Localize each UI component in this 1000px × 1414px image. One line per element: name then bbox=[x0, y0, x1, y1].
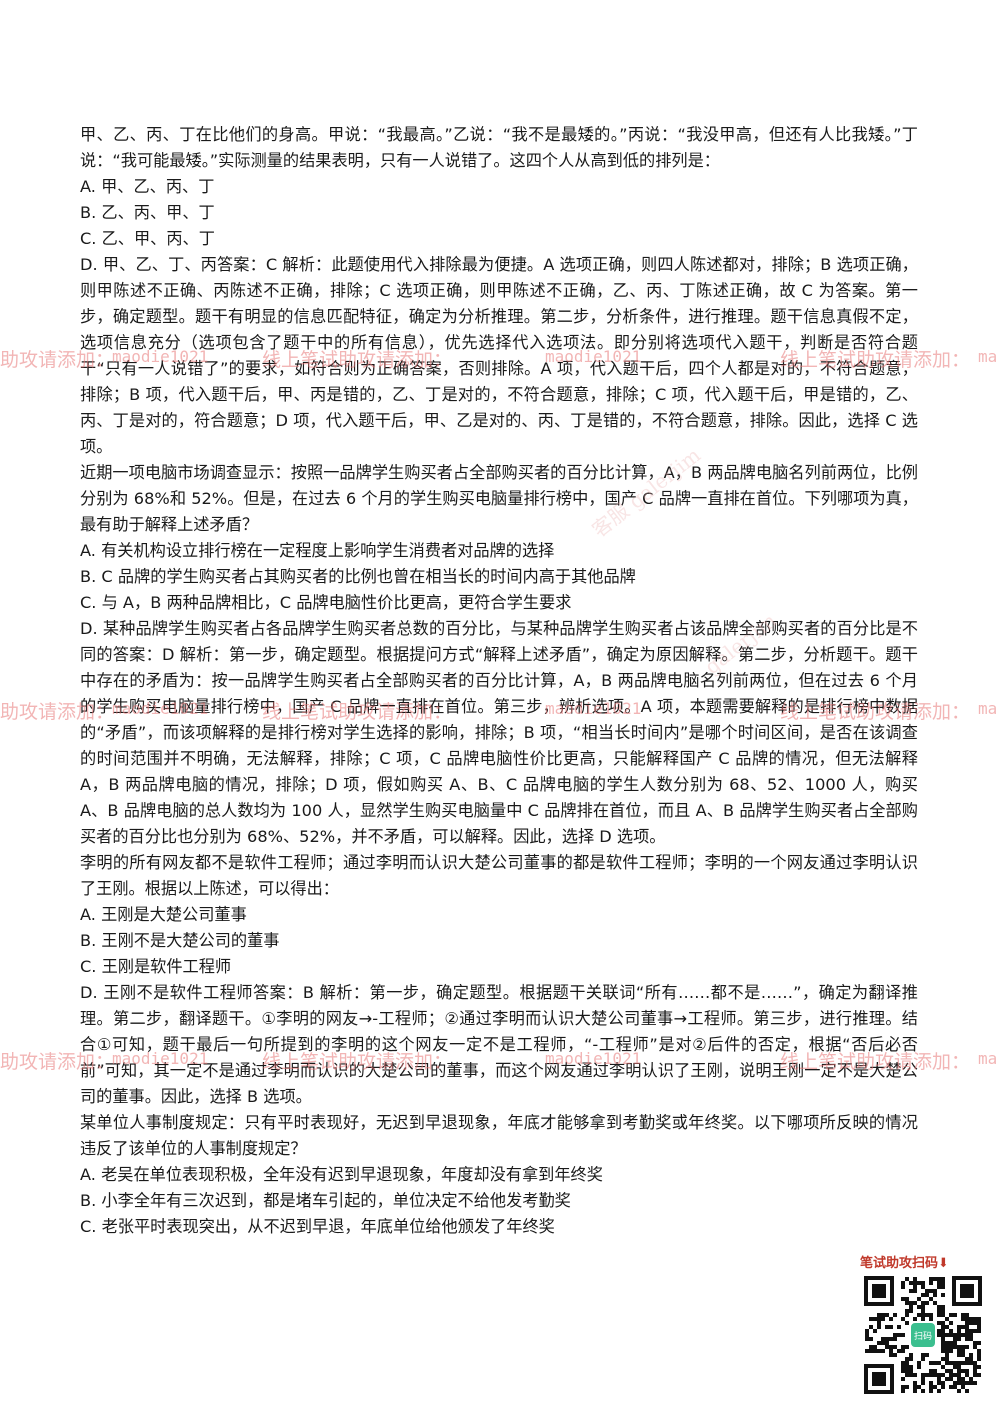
question-2-option-c: C. 与 A，B 两种品牌相比，C 品牌电脑性价比更高，更符合学生要求 bbox=[80, 593, 572, 612]
question-3-option-c: C. 王刚是软件工程师 bbox=[80, 957, 232, 976]
document-body: 甲、乙、丙、丁在比他们的身高。甲说：“我最高。”乙说：“我不是最矮的。”丙说：“… bbox=[80, 122, 918, 1240]
watermark-id: ma bbox=[978, 347, 998, 366]
question-3-option-a: A. 王刚是大楚公司董事 bbox=[80, 905, 247, 924]
qr-badge-label: 扫码 bbox=[914, 1330, 932, 1342]
question-2-stem: 近期一项电脑市场调查显示：按照一品牌学生购买者占全部购买者的百分比计算，A，B … bbox=[80, 463, 918, 534]
qr-caption: 笔试助攻扫码⬇ bbox=[860, 1256, 949, 1271]
watermark-id: ma bbox=[978, 1049, 998, 1068]
question-3-stem: 李明的所有网友都不是软件工程师；通过李明而认识大楚公司董事的都是软件工程师；李明… bbox=[80, 853, 918, 898]
question-2-option-b: B. C 品牌的学生购买者占其购买者的比例也曾在相当长的时间内高于其他品牌 bbox=[80, 567, 636, 586]
question-3-option-b: B. 王刚不是大楚公司的董事 bbox=[80, 931, 280, 950]
question-1-option-b: B. 乙、丙、甲、丁 bbox=[80, 203, 215, 222]
watermark-id: ma bbox=[978, 699, 998, 718]
question-4-stem: 某单位人事制度规定：只有平时表现好，无迟到早退现象，年底才能够拿到考勤奖或年终奖… bbox=[80, 1113, 918, 1158]
question-4-option-b: B. 小李全年有三次迟到，都是堵车引起的，单位决定不给他发考勤奖 bbox=[80, 1191, 571, 1210]
question-1-option-c: C. 乙、甲、丙、丁 bbox=[80, 229, 215, 248]
qr-code-block: 笔试助攻扫码⬇ 扫码 bbox=[858, 1252, 988, 1402]
question-1-stem: 甲、乙、丙、丁在比他们的身高。甲说：“我最高。”乙说：“我不是最矮的。”丙说：“… bbox=[80, 125, 918, 170]
question-2-option-d-and-answer: D. 某种品牌学生购买者占各品牌学生购买者总数的百分比，与某种品牌学生购买者占该… bbox=[80, 619, 918, 846]
question-4-option-a: A. 老吴在单位表现积极，全年没有迟到早退现象，年度却没有拿到年终奖 bbox=[80, 1165, 603, 1184]
question-1-option-d-and-answer: D. 甲、乙、丁、丙答案：C 解析：此题使用代入排除最为便捷。A 选项正确，则四… bbox=[80, 255, 918, 456]
qr-code-image: 扫码 bbox=[860, 1272, 986, 1398]
question-1-option-a: A. 甲、乙、丙、丁 bbox=[80, 177, 215, 196]
question-4-option-c: C. 老张平时表现突出，从不迟到早退，年底单位给他颁发了年终奖 bbox=[80, 1217, 555, 1236]
question-3-option-d-and-answer: D. 王刚不是软件工程师答案：B 解析：第一步，确定题型。根据题干关联词“所有…… bbox=[80, 983, 918, 1106]
question-2-option-a: A. 有关机构设立排行榜在一定程度上影响学生消费者对品牌的选择 bbox=[80, 541, 555, 560]
